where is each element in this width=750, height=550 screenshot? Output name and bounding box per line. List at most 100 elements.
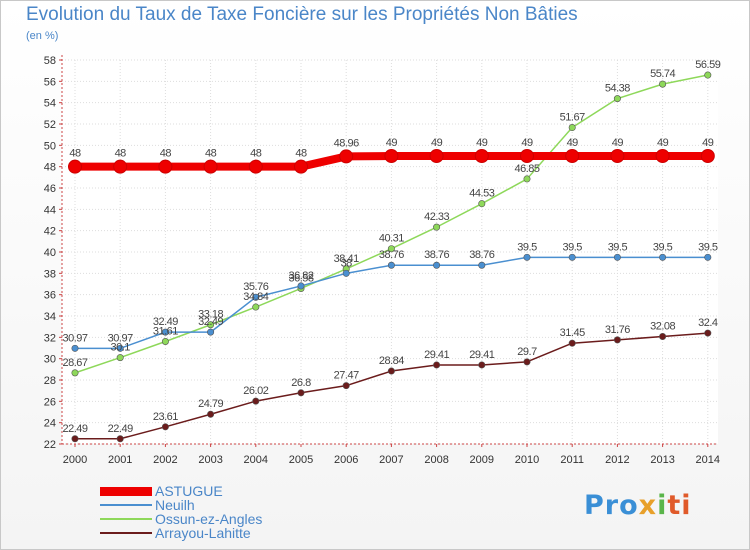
data-point xyxy=(520,149,534,163)
data-point xyxy=(71,344,79,352)
data-label: 49 xyxy=(657,137,669,149)
data-label: 22.49 xyxy=(62,423,87,435)
x-tick-label: 2002 xyxy=(153,454,177,466)
data-label: 28.84 xyxy=(379,355,404,367)
data-point xyxy=(704,253,712,261)
data-point xyxy=(339,149,354,164)
x-tick-label: 2000 xyxy=(63,454,87,466)
line-chart: 22 24 26 28 30 32 34 36 38 40 42 44 46 48 50 52 54 56 58 20… xyxy=(44,55,721,466)
y-tick-label: 44 xyxy=(44,204,56,216)
data-point xyxy=(71,435,79,443)
data-label: 23.61 xyxy=(153,411,178,423)
data-label: 29.41 xyxy=(469,349,494,361)
data-label: 29.7 xyxy=(517,346,537,358)
data-point xyxy=(113,159,128,174)
data-label: 48 xyxy=(295,148,307,160)
data-point xyxy=(433,361,441,369)
legend-swatch xyxy=(100,487,152,496)
data-point xyxy=(161,423,169,431)
data-point xyxy=(568,124,576,132)
data-point xyxy=(207,328,215,336)
data-point xyxy=(252,293,260,301)
data-point xyxy=(158,159,173,174)
data-point xyxy=(68,159,82,174)
proxiti-logo: Proxiti xyxy=(584,490,692,521)
data-point xyxy=(568,253,576,261)
data-point xyxy=(207,321,215,329)
data-label: 32.49 xyxy=(153,316,178,328)
y-tick-label: 52 xyxy=(44,119,56,131)
data-point xyxy=(659,80,667,88)
data-point xyxy=(704,71,712,79)
legend-swatch xyxy=(100,532,152,534)
data-point xyxy=(613,253,621,261)
data-label: 48 xyxy=(69,148,81,160)
data-point xyxy=(387,245,395,253)
data-point xyxy=(523,175,531,183)
data-label: 32.49 xyxy=(198,316,223,328)
data-point xyxy=(297,282,305,290)
data-point xyxy=(523,253,531,261)
data-point xyxy=(429,149,444,163)
data-point xyxy=(565,149,580,163)
data-point xyxy=(568,339,576,347)
data-point xyxy=(203,159,218,174)
data-label: 38.76 xyxy=(424,249,449,261)
data-label: 31.76 xyxy=(605,324,630,336)
data-point xyxy=(384,149,399,163)
data-label: 49 xyxy=(476,137,488,149)
data-label: 36.58 xyxy=(288,272,313,284)
data-point xyxy=(248,159,263,174)
legend-label: Neuilh xyxy=(155,497,195,513)
data-label: 36.82 xyxy=(288,270,313,282)
data-point xyxy=(478,361,486,369)
data-label: 48 xyxy=(160,148,172,160)
data-point xyxy=(387,367,395,375)
y-tick-label: 28 xyxy=(44,375,56,387)
data-label: 49 xyxy=(702,137,714,149)
y-tick-label: 58 xyxy=(44,55,56,67)
data-point xyxy=(433,223,441,231)
data-label: 38.41 xyxy=(334,253,359,265)
data-point xyxy=(161,337,169,345)
data-label: 24.79 xyxy=(198,398,223,410)
legend-label: ASTUGUE xyxy=(155,483,223,499)
data-label: 26.8 xyxy=(291,377,311,389)
data-point xyxy=(387,261,395,269)
data-label: 39.5 xyxy=(698,241,718,253)
data-label: 44.53 xyxy=(469,188,494,200)
data-label: 42.33 xyxy=(424,211,449,223)
x-tick-label: 2005 xyxy=(289,454,313,466)
data-label: 54.38 xyxy=(605,83,630,95)
data-point xyxy=(116,354,124,362)
data-point xyxy=(161,328,169,336)
y-tick-label: 36 xyxy=(44,290,56,302)
data-point xyxy=(478,261,486,269)
data-point xyxy=(613,95,621,103)
x-tick-label: 2003 xyxy=(198,454,222,466)
data-label: 48 xyxy=(115,148,127,160)
data-label: 38.76 xyxy=(379,249,404,261)
data-label: 28.67 xyxy=(62,357,87,369)
data-label: 48 xyxy=(250,148,262,160)
data-point xyxy=(294,159,308,174)
data-label: 49 xyxy=(431,137,443,149)
data-point xyxy=(252,397,260,405)
data-label: 26.02 xyxy=(243,385,268,397)
data-label: 39.5 xyxy=(653,241,673,253)
x-tick-label: 2009 xyxy=(470,454,494,466)
y-tick-label: 32 xyxy=(44,332,56,344)
data-point xyxy=(207,410,215,418)
data-label: 29.41 xyxy=(424,349,449,361)
y-tick-label: 24 xyxy=(44,418,56,430)
x-tick-label: 2014 xyxy=(696,454,720,466)
chart-title: Evolution du Taux de Taxe Foncière sur l… xyxy=(26,4,578,25)
y-tick-label: 30 xyxy=(44,354,56,366)
data-point xyxy=(610,149,625,163)
y-tick-label: 40 xyxy=(44,247,56,259)
data-label: 22.49 xyxy=(108,423,133,435)
legend-swatch xyxy=(100,518,152,520)
data-label: 35.76 xyxy=(243,281,268,293)
data-label: 30.1 xyxy=(110,342,130,354)
y-tick-label: 54 xyxy=(44,98,56,110)
